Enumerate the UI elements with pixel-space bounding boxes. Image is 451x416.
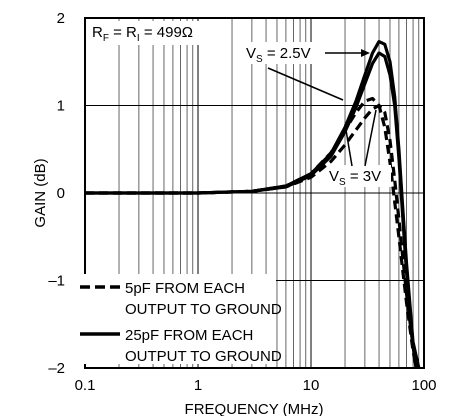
x-tick-label: 100 (411, 377, 436, 394)
y-tick-label: 2 (57, 10, 65, 27)
x-tick-label: 1 (194, 377, 202, 394)
vs-low-annotation: VS = 3V (329, 168, 381, 188)
vs-low-leader-b (364, 109, 377, 167)
y-tick-label: 1 (57, 98, 65, 115)
y-tick-label: 0 (57, 185, 65, 202)
tick-labels: –2 –1 0 1 2 0.1 1 10 100 (48, 10, 436, 394)
x-tick-label: 10 (303, 377, 320, 394)
condition-annotation-bg (88, 21, 200, 45)
data-series (85, 39, 421, 369)
grid-lines (85, 18, 424, 368)
vs-high-annotation-bg (243, 42, 335, 64)
condition-annotation: RF = RI = 499Ω (92, 24, 193, 44)
vs-high-arrowhead (361, 49, 370, 57)
legend-solid-line2: OUTPUT TO GROUND (125, 348, 282, 365)
vs-low-annotation-bg (327, 165, 391, 187)
legend-dashed-line1: 5pF FROM EACH (125, 280, 245, 297)
vs-high-leader (267, 67, 344, 101)
legend-dashed-line2: OUTPUT TO GROUND (125, 301, 282, 318)
legend-solid-line1: 25pF FROM EACH (125, 327, 253, 344)
vs-high-annotation: VS = 2.5V (246, 45, 311, 65)
legend: 5pF FROM EACH OUTPUT TO GROUND 25pF FROM… (80, 280, 282, 365)
legend-bg (79, 274, 276, 364)
y-tick-label: –2 (48, 360, 65, 377)
x-axis-label: FREQUENCY (MHz) (185, 401, 324, 416)
series-dashed-3 (85, 103, 418, 369)
y-tick-label: –1 (48, 273, 65, 290)
vs-low-leader-a (344, 123, 353, 167)
y-axis-label: GAIN (dB) (32, 158, 49, 227)
x-tick-label: 0.1 (75, 377, 96, 394)
